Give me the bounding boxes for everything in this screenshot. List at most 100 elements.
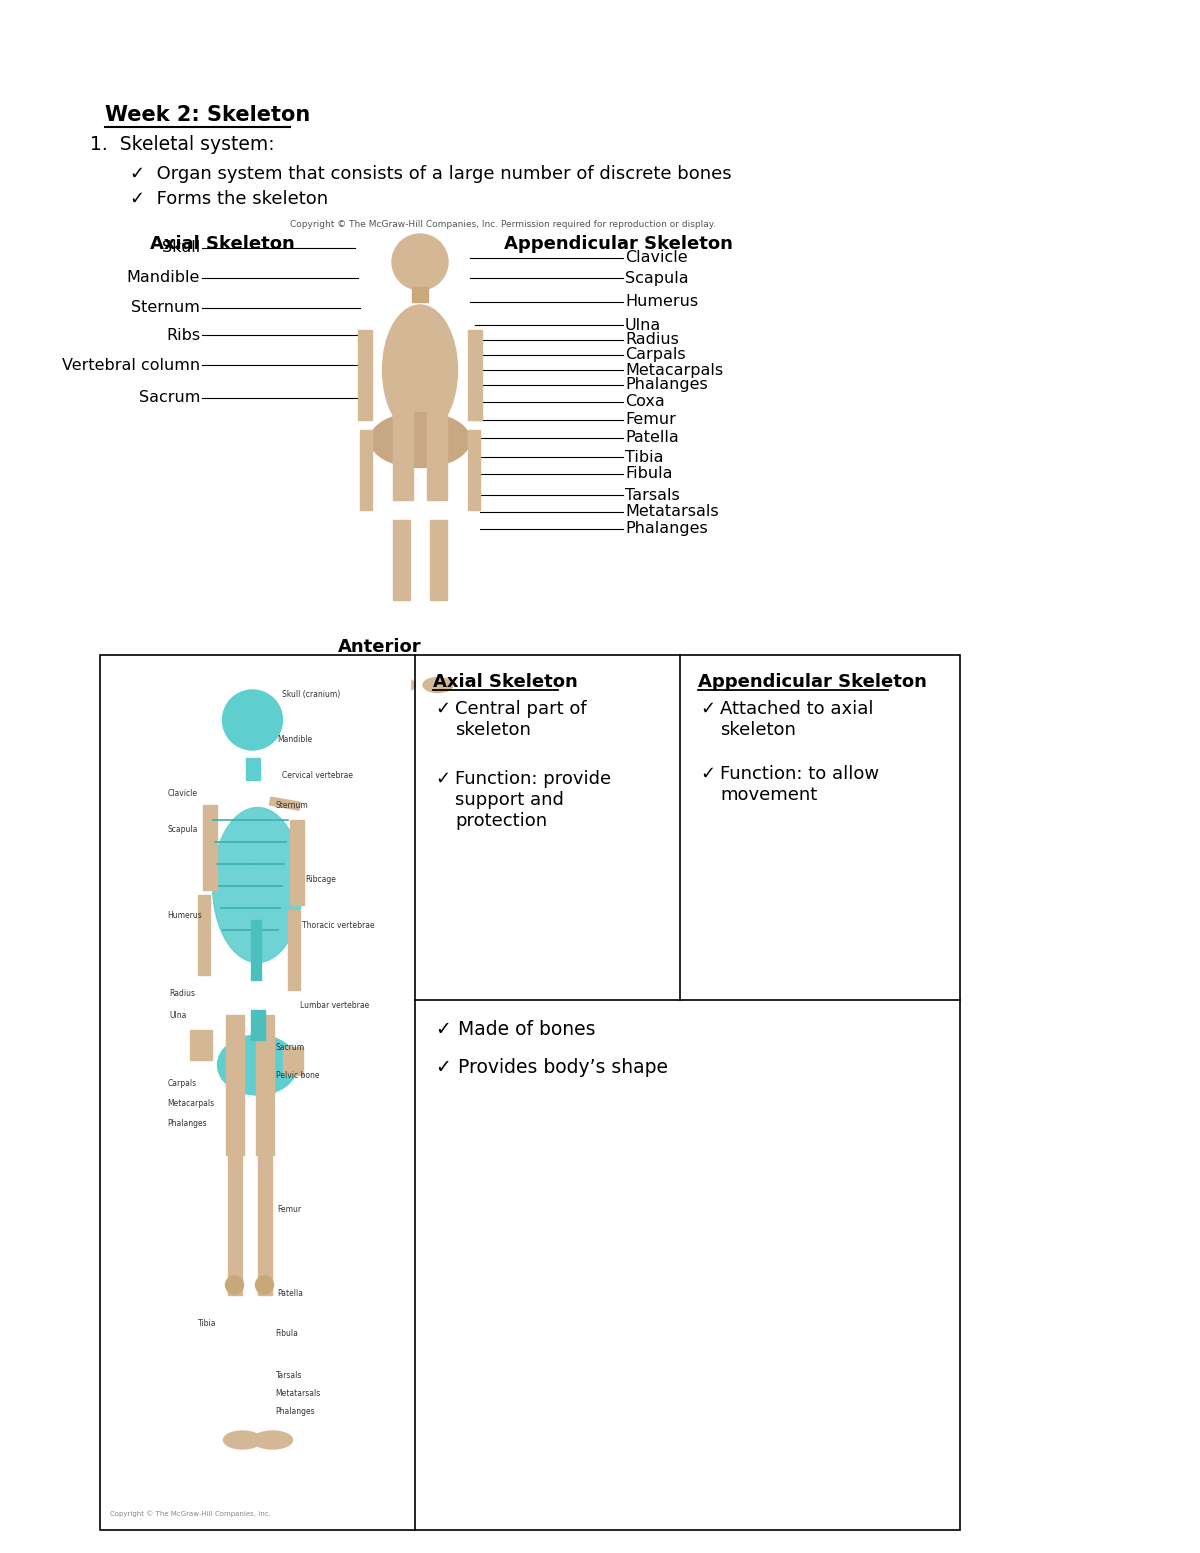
Text: Patella: Patella	[625, 430, 679, 446]
Text: Femur: Femur	[277, 1205, 301, 1214]
Text: Mandible: Mandible	[127, 270, 200, 286]
Text: Coxa: Coxa	[625, 394, 665, 410]
Bar	[246, 758, 259, 780]
Text: Tibia: Tibia	[625, 449, 664, 464]
Text: Axial Skeleton: Axial Skeleton	[150, 235, 294, 253]
Bar	[360, 430, 372, 509]
Ellipse shape	[370, 413, 470, 467]
Text: Provides body’s shape: Provides body’s shape	[458, 1058, 668, 1076]
Text: Phalanges: Phalanges	[625, 522, 708, 536]
Text: Thoracic vertebrae: Thoracic vertebrae	[302, 921, 376, 930]
Text: Metacarpals: Metacarpals	[625, 362, 724, 377]
Ellipse shape	[383, 304, 457, 435]
Bar	[468, 430, 480, 509]
Text: Week 2: Skeleton: Week 2: Skeleton	[106, 106, 311, 124]
Bar	[427, 401, 446, 500]
Text: Copyright © The McGraw-Hill Companies, Inc.: Copyright © The McGraw-Hill Companies, I…	[110, 1511, 271, 1517]
Text: Cervical vertebrae: Cervical vertebrae	[282, 770, 354, 780]
Bar	[288, 910, 300, 989]
Bar	[394, 401, 413, 500]
Text: Humerus: Humerus	[625, 295, 698, 309]
Bar	[100, 655, 960, 1530]
Bar	[468, 329, 482, 419]
Text: Carpals: Carpals	[168, 1078, 197, 1087]
Text: Pelvic bone: Pelvic bone	[276, 1070, 319, 1079]
Text: Carpals: Carpals	[625, 348, 685, 362]
Text: Function: to allow
movement: Function: to allow movement	[720, 766, 880, 804]
Text: Radius: Radius	[169, 989, 196, 997]
Bar	[358, 329, 372, 419]
Text: Clavicle: Clavicle	[625, 250, 688, 266]
Text: Axial Skeleton: Axial Skeleton	[433, 672, 577, 691]
Text: Phalanges: Phalanges	[276, 1407, 316, 1415]
Text: Femur: Femur	[625, 413, 676, 427]
Text: ✓: ✓	[700, 766, 715, 783]
Text: Metacarpals: Metacarpals	[168, 1098, 215, 1107]
Text: Sternum: Sternum	[276, 800, 308, 809]
Text: Mandible: Mandible	[277, 736, 313, 744]
Text: Ulna: Ulna	[625, 317, 661, 332]
Bar	[190, 1030, 211, 1061]
Bar	[289, 820, 304, 905]
Ellipse shape	[223, 1430, 262, 1449]
Bar	[270, 797, 300, 811]
Text: Function: provide
support and
protection: Function: provide support and protection	[455, 770, 611, 829]
Circle shape	[392, 235, 448, 290]
Bar	[430, 520, 446, 599]
Text: Lumbar vertebrae: Lumbar vertebrae	[300, 1000, 368, 1009]
Text: Metatarsals: Metatarsals	[625, 505, 719, 520]
Text: ✓  Organ system that consists of a large number of discrete bones: ✓ Organ system that consists of a large …	[130, 165, 732, 183]
Text: ✓: ✓	[700, 700, 715, 717]
Text: Radius: Radius	[625, 332, 679, 348]
Bar	[251, 919, 260, 980]
Text: Phalanges: Phalanges	[168, 1118, 208, 1127]
Text: ✓: ✓	[436, 700, 450, 717]
Text: Copyright © The McGraw-Hill Companies, Inc. Permission required for reproduction: Copyright © The McGraw-Hill Companies, I…	[290, 221, 715, 228]
Text: ✓: ✓	[436, 1020, 451, 1039]
Text: Vertebral column: Vertebral column	[62, 357, 200, 373]
Bar	[258, 1151, 271, 1295]
Text: Tarsals: Tarsals	[625, 488, 679, 503]
Text: Ribs: Ribs	[166, 328, 200, 343]
Text: Tibia: Tibia	[198, 1318, 216, 1328]
Text: Anterior: Anterior	[338, 638, 422, 655]
Ellipse shape	[424, 677, 454, 693]
Text: Fibula: Fibula	[625, 466, 672, 481]
Text: Sacrum: Sacrum	[276, 1044, 305, 1053]
Text: Appendicular Skeleton: Appendicular Skeleton	[504, 235, 732, 253]
Bar	[106, 660, 410, 1525]
Bar	[226, 1016, 244, 1155]
Text: Sternum: Sternum	[131, 300, 200, 315]
Text: Phalanges: Phalanges	[625, 377, 708, 393]
Ellipse shape	[217, 1034, 298, 1095]
Text: Appendicular Skeleton: Appendicular Skeleton	[698, 672, 926, 691]
Text: Clavicle: Clavicle	[168, 789, 198, 798]
Text: ✓: ✓	[436, 1058, 451, 1076]
Text: Made of bones: Made of bones	[458, 1020, 595, 1039]
Text: Sacrum: Sacrum	[139, 390, 200, 405]
Text: Ribcage: Ribcage	[306, 876, 336, 885]
Text: ✓  Forms the skeleton: ✓ Forms the skeleton	[130, 189, 328, 208]
Text: Scapula: Scapula	[625, 270, 689, 286]
Ellipse shape	[252, 1430, 293, 1449]
Text: Attached to axial
skeleton: Attached to axial skeleton	[720, 700, 874, 739]
Ellipse shape	[385, 677, 415, 693]
Ellipse shape	[212, 808, 302, 963]
Circle shape	[222, 690, 282, 750]
Text: Humerus: Humerus	[168, 910, 203, 919]
Text: Central part of
skeleton: Central part of skeleton	[455, 700, 587, 739]
Bar	[412, 287, 428, 301]
Bar	[203, 804, 216, 890]
Circle shape	[226, 1277, 244, 1294]
Text: Scapula: Scapula	[168, 826, 198, 834]
Bar	[228, 1151, 241, 1295]
Text: Ulna: Ulna	[169, 1011, 187, 1019]
Bar	[256, 1016, 274, 1155]
Text: Skull (cranium): Skull (cranium)	[282, 691, 341, 699]
Text: Skull: Skull	[162, 241, 200, 256]
Text: Metatarsals: Metatarsals	[276, 1388, 320, 1398]
Circle shape	[256, 1277, 274, 1294]
Text: 1.  Skeletal system:: 1. Skeletal system:	[90, 135, 275, 154]
Bar	[251, 1009, 264, 1041]
Text: Patella: Patella	[277, 1289, 304, 1297]
